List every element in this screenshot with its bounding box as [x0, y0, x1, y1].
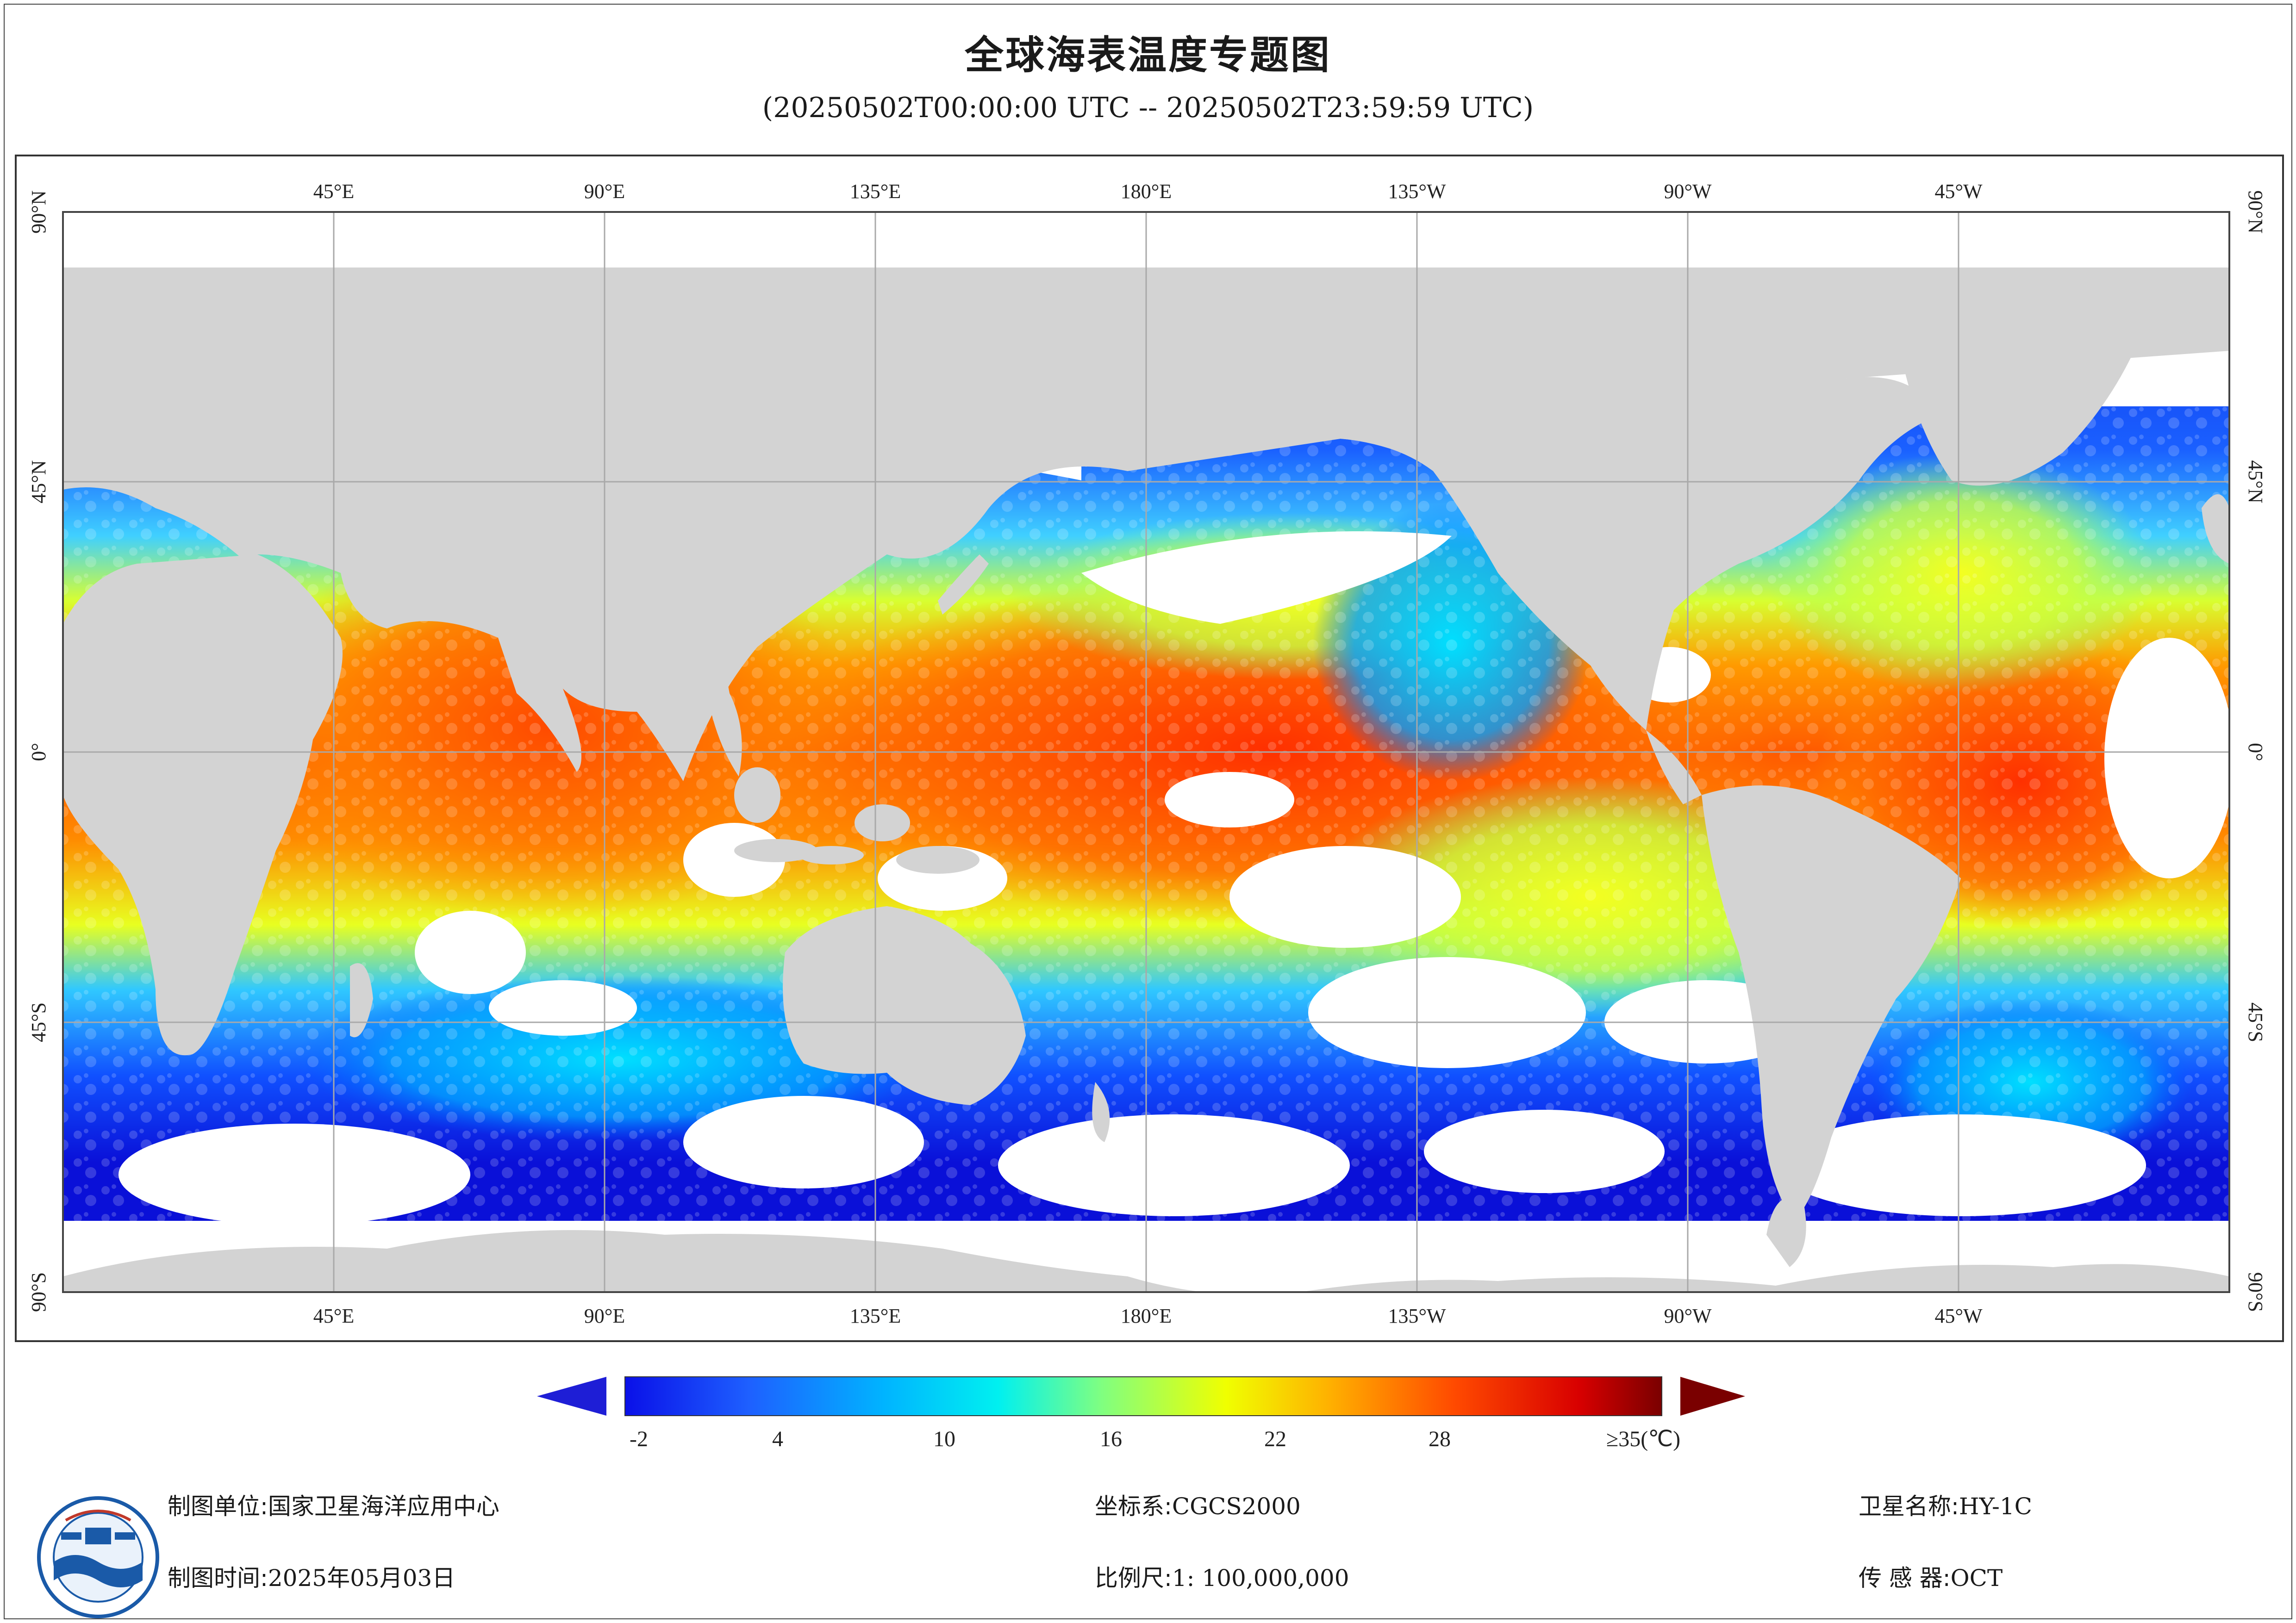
- colorbar-labels: -2 4 10 16 22 28 ≥35(℃): [630, 1427, 1680, 1451]
- temperature-colorbar: -2 4 10 16 22 28 ≥35(℃): [537, 1376, 1745, 1451]
- bottom-lon-labels: 45°E 90°E 135°E 180°E 135°W 90°W 45°W: [313, 1305, 1983, 1327]
- lat-label: 90°N: [27, 190, 50, 233]
- crs-label: 坐标系:: [1095, 1493, 1172, 1520]
- colorbar-label: ≥35(℃): [1606, 1427, 1680, 1451]
- page-border: [4, 4, 2292, 1619]
- top-lon-labels: 45°E 90°E 135°E 180°E 135°W 90°W 45°W: [313, 180, 1983, 203]
- scale-label: 比例尺:: [1095, 1565, 1172, 1592]
- colorbar-label: 10: [933, 1427, 955, 1451]
- sensor-label: 传 感 器:: [1859, 1565, 1951, 1592]
- left-lat-labels: 90°N 45°N 0° 45°S 90°S: [27, 190, 50, 1312]
- graticule: [63, 212, 2229, 1292]
- colorbar-label: 28: [1429, 1427, 1451, 1451]
- lat-label: 90°N: [2244, 190, 2267, 233]
- org-info: 制图单位:国家卫星海洋应用中心: [168, 1488, 499, 1521]
- lon-label: 90°W: [1664, 180, 1712, 203]
- scale-value: 1: 100,000,000: [1172, 1565, 1349, 1592]
- colorbar-high-arrow: [1680, 1377, 1745, 1416]
- lon-label: 135°W: [1388, 180, 1446, 203]
- lat-label: 90°S: [27, 1272, 50, 1312]
- lon-label: 45°E: [313, 1305, 354, 1327]
- lat-label: 0°: [27, 743, 50, 761]
- lat-label: 45°S: [2244, 1002, 2267, 1042]
- colorbar-label: -2: [630, 1427, 648, 1451]
- time-range-subtitle: (20250502T00:00:00 UTC -- 20250502T23:59…: [762, 92, 1534, 124]
- map-title: 全球海表温度专题图: [964, 32, 1331, 78]
- lon-label: 180°E: [1121, 180, 1172, 203]
- colorbar-label: 4: [772, 1427, 783, 1451]
- lon-label: 135°E: [850, 1305, 901, 1327]
- date-info: 制图时间:2025年05月03日: [168, 1560, 455, 1593]
- sensor-info: 传 感 器:OCT: [1859, 1560, 2003, 1593]
- crs-value: CGCS2000: [1172, 1493, 1301, 1520]
- lon-label: 90°W: [1664, 1305, 1712, 1327]
- lon-label: 180°E: [1121, 1305, 1172, 1327]
- lat-label: 90°S: [2244, 1272, 2267, 1312]
- colorbar-label: 22: [1264, 1427, 1286, 1451]
- lat-label: 0°: [2244, 743, 2267, 761]
- sensor-value: OCT: [1950, 1565, 2003, 1592]
- map-extent-border: [62, 211, 2230, 1293]
- lat-label: 45°S: [27, 1002, 50, 1042]
- lon-label: 90°E: [584, 1305, 625, 1327]
- colorbar-gradient: [624, 1376, 1662, 1416]
- lat-label: 45°N: [2244, 460, 2267, 503]
- map-panel: 45°E 90°E 135°E 180°E 135°W 90°W 45°W 45…: [15, 155, 2284, 1342]
- lon-label: 45°W: [1934, 1305, 1983, 1327]
- right-lat-labels: 90°N 45°N 0° 45°S 90°S: [2244, 190, 2267, 1312]
- colorbar-low-arrow: [537, 1377, 606, 1416]
- satellite-label: 卫星名称:: [1859, 1493, 1959, 1520]
- colorbar-label: 16: [1100, 1427, 1122, 1451]
- lon-label: 90°E: [584, 180, 625, 203]
- lon-label: 45°E: [313, 180, 354, 203]
- sst-map: 45°E 90°E 135°E 180°E 135°W 90°W 45°W 45…: [27, 180, 2267, 1327]
- satellite-info: 卫星名称:HY-1C: [1859, 1488, 2032, 1521]
- org-label: 制图单位:: [168, 1493, 268, 1520]
- org-value: 国家卫星海洋应用中心: [268, 1493, 499, 1520]
- satellite-value: HY-1C: [1959, 1493, 2032, 1520]
- lon-label: 45°W: [1934, 180, 1983, 203]
- date-value: 2025年05月03日: [268, 1565, 455, 1592]
- lon-label: 135°W: [1388, 1305, 1446, 1327]
- lon-label: 135°E: [850, 180, 901, 203]
- lat-label: 45°N: [27, 460, 50, 503]
- scale-info: 比例尺:1: 100,000,000: [1095, 1560, 1349, 1593]
- date-label: 制图时间:: [168, 1565, 268, 1592]
- crs-info: 坐标系:CGCS2000: [1095, 1488, 1301, 1521]
- nsoas-logo-icon: [37, 1496, 159, 1618]
